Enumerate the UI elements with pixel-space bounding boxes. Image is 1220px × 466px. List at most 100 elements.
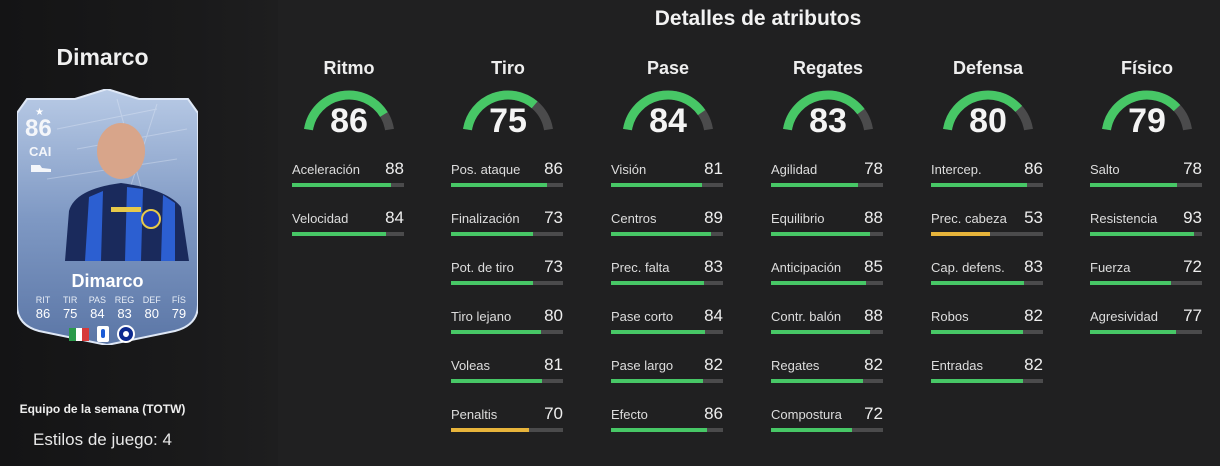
category-name: Físico xyxy=(1120,58,1173,78)
player-name-heading: Dimarco xyxy=(56,44,149,70)
category-gauge xyxy=(304,90,394,131)
attribute-label: Entradas xyxy=(931,358,984,373)
attribute-label: Equilibrio xyxy=(771,211,825,226)
attribute-label: Resistencia xyxy=(1090,211,1158,226)
attribute-bar-fill xyxy=(451,232,533,236)
attribute-bar xyxy=(451,330,563,334)
gauge-fill xyxy=(623,90,706,131)
card-stat-abbr: FÍS xyxy=(171,295,186,305)
attribute-bar xyxy=(771,183,883,187)
attribute-bar xyxy=(292,183,404,187)
attribute-value: 82 xyxy=(864,355,883,374)
attribute-bar-fill xyxy=(771,379,863,383)
attribute-row: Agresividad 77 xyxy=(1090,306,1202,339)
attribute-row: Pase largo 82 xyxy=(611,355,723,388)
attribute-label: Agilidad xyxy=(771,162,818,177)
card-stat-abbr: DEF xyxy=(142,295,161,305)
attribute-bar xyxy=(451,183,563,187)
gauge-fill xyxy=(1102,90,1181,131)
card-stat-value: 83 xyxy=(117,306,132,321)
card-position: CAI xyxy=(29,144,52,159)
category-value: 79 xyxy=(1128,102,1166,140)
attribute-label: Velocidad xyxy=(292,211,349,226)
card-badges xyxy=(69,325,135,343)
player-card[interactable]: ★ 86 CAI Dimarco RIT 86 TIR 75 PAS 84 REG 83… xyxy=(17,89,198,345)
attribute-value: 72 xyxy=(864,404,883,423)
attribute-label: Cap. defens. xyxy=(931,260,1005,275)
attribute-bar-fill xyxy=(1090,330,1177,334)
attribute-value: 88 xyxy=(864,208,883,227)
attribute-label: Pos. ataque xyxy=(451,162,521,177)
attribute-bar xyxy=(931,232,1043,236)
attribute-bar-fill xyxy=(1090,281,1171,285)
attribute-bar xyxy=(611,330,723,334)
attribute-label: Regates xyxy=(771,358,820,373)
attribute-bar-fill xyxy=(451,281,533,285)
attribute-bar-fill xyxy=(611,428,708,432)
attribute-bar-fill xyxy=(451,330,541,334)
playstyles-count[interactable]: Estilos de juego: 4 xyxy=(33,430,172,449)
attribute-label: Pase corto xyxy=(611,309,674,324)
card-stat-abbr: REG xyxy=(114,295,135,305)
card-stat-value: 84 xyxy=(90,306,105,321)
attribute-bar-fill xyxy=(451,183,548,187)
attribute-bar xyxy=(771,428,883,432)
attribute-bar-fill xyxy=(292,232,387,236)
attribute-bar xyxy=(292,232,404,236)
attribute-bar xyxy=(451,281,563,285)
attribute-value: 81 xyxy=(704,159,723,178)
attribute-value: 86 xyxy=(544,159,563,178)
attribute-row: Contr. balón 88 xyxy=(771,306,883,339)
attribute-row: Velocidad 84 xyxy=(292,208,404,241)
attribute-bar-fill xyxy=(771,183,859,187)
player-panel: Dimarco ★ 86 CAI Dimarco xyxy=(0,0,278,466)
gauge-fill xyxy=(304,90,388,131)
attribute-bar-fill xyxy=(1090,183,1178,187)
attribute-label: Prec. cabeza xyxy=(931,211,1007,226)
attribute-row: Agilidad 78 xyxy=(771,159,883,192)
card-player-name: Dimarco xyxy=(71,271,144,291)
attribute-row: Salto 78 xyxy=(1090,159,1202,192)
category-value: 80 xyxy=(969,102,1007,140)
attribute-bar-fill xyxy=(771,232,870,236)
attribute-value: 89 xyxy=(704,208,723,227)
card-stat: FÍS 79 xyxy=(167,295,191,321)
star-icon: ★ xyxy=(35,107,44,118)
attribute-value: 86 xyxy=(1024,159,1043,178)
attribute-label: Agresividad xyxy=(1090,309,1158,324)
attribute-value: 78 xyxy=(1183,159,1202,178)
attribute-value: 82 xyxy=(704,355,723,374)
attribute-bar xyxy=(611,428,723,432)
attribute-label: Tiro lejano xyxy=(451,309,512,324)
italy-flag-icon xyxy=(69,327,90,341)
attribute-row: Resistencia 93 xyxy=(1090,208,1202,241)
attribute-bar xyxy=(771,232,883,236)
card-stat: TIR 75 xyxy=(58,295,82,321)
attribute-bar-fill xyxy=(1090,232,1195,236)
attribute-row: Cap. defens. 83 xyxy=(931,257,1043,290)
attribute-value: 93 xyxy=(1183,208,1202,227)
attribute-label: Salto xyxy=(1090,162,1120,177)
category-gauge xyxy=(943,90,1033,131)
category-name: Ritmo xyxy=(323,58,375,78)
attribute-row: Fuerza 72 xyxy=(1090,257,1202,290)
card-stat-value: 80 xyxy=(144,306,159,321)
player-photo xyxy=(65,123,189,261)
attribute-value: 82 xyxy=(1024,355,1043,374)
attribute-bar-fill xyxy=(771,428,852,432)
attribute-value: 84 xyxy=(385,208,404,227)
attribute-bar xyxy=(611,183,723,187)
attribute-label: Aceleración xyxy=(292,162,360,177)
attribute-label: Efecto xyxy=(611,407,648,422)
card-type-label: Equipo de la semana (TOTW) xyxy=(19,402,186,416)
attribute-details-title: Detalles de atributos xyxy=(654,7,862,30)
attribute-row: Voleas 81 xyxy=(451,355,563,388)
attribute-row: Centros 89 xyxy=(611,208,723,241)
card-stat-value: 75 xyxy=(62,306,78,321)
attribute-row: Finalización 73 xyxy=(451,208,563,241)
attribute-bar-fill xyxy=(451,428,530,432)
attribute-label: Prec. falta xyxy=(611,260,670,275)
attribute-bar-fill xyxy=(931,232,991,236)
gauge-fill xyxy=(463,90,538,131)
category-gauge xyxy=(463,90,553,131)
